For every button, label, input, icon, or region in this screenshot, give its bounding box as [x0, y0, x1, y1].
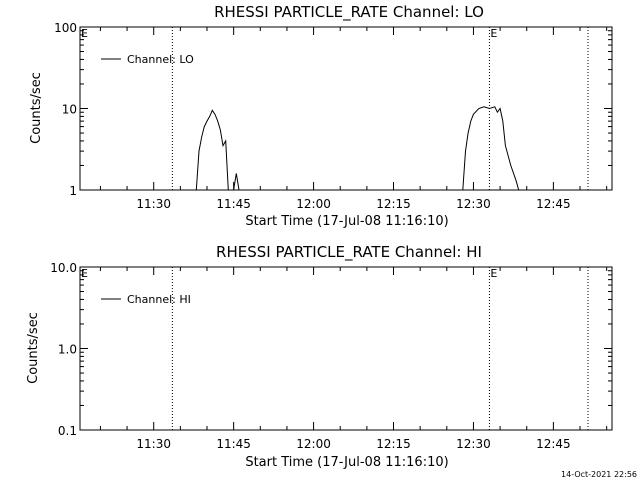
chart-hi-xlabel: Start Time (17-Jul-08 11:16:10) — [245, 455, 448, 470]
chart-lo-series-line — [195, 109, 229, 191]
chart-lo-xlabel: Start Time (17-Jul-08 11:16:10) — [245, 214, 448, 229]
chart-lo-panel: RHESSI PARTICLE_RATE Channel: LO Counts/… — [29, 3, 484, 229]
chart-lo-ytick-label: 10 — [62, 103, 77, 117]
chart-hi-ytick-label: 1.0 — [58, 343, 77, 357]
chart-hi-xtick-label: 11:45 — [216, 437, 251, 451]
chart-hi-xtick-label: 12:45 — [536, 437, 571, 451]
chart-lo-xtick-label: 12:15 — [376, 197, 411, 211]
chart-lo-xtick-label: 11:45 — [216, 197, 251, 211]
chart-hi-xtick-label: 12:15 — [376, 437, 411, 451]
chart-hi-legend-label: Channel: HI — [127, 293, 191, 306]
footer-timestamp: 14-Oct-2021 22:56 — [561, 470, 637, 479]
chart-lo-ytick-label: 1 — [69, 184, 77, 198]
chart-hi-ytick-label: 10.0 — [50, 261, 77, 275]
chart-lo-series-line — [233, 173, 240, 191]
chart-hi-marker-label: E — [81, 267, 88, 280]
chart-hi-title: RHESSI PARTICLE_RATE Channel: HI — [216, 243, 482, 262]
chart-hi-marker-label: E — [490, 267, 497, 280]
chart-lo-marker-label: E — [490, 27, 497, 40]
chart-lo-ylabel: Counts/sec — [29, 72, 44, 144]
chart-lo-title: RHESSI PARTICLE_RATE Channel: LO — [214, 3, 484, 22]
chart-lo-legend-label: Channel: LO — [127, 53, 194, 66]
chart-hi-xtick-label: 12:30 — [456, 437, 491, 451]
chart-lo-xtick-label: 12:30 — [456, 197, 491, 211]
chart-lo-series-line — [462, 106, 520, 191]
chart-lo-marker-label: E — [81, 27, 88, 40]
chart-hi-panel: RHESSI PARTICLE_RATE Channel: HI Counts/… — [26, 243, 482, 470]
chart-hi-xtick-label: 12:00 — [296, 437, 331, 451]
chart-hi-ylabel: Counts/sec — [26, 312, 41, 384]
chart-hi-ytick-label: 0.1 — [58, 424, 77, 438]
chart-hi-xtick-label: 11:30 — [136, 437, 171, 451]
chart-lo-xtick-label: 12:45 — [536, 197, 571, 211]
chart-lo-ytick-label: 100 — [54, 21, 77, 35]
chart-lo-xtick-label: 12:00 — [296, 197, 331, 211]
chart-lo-xtick-label: 11:30 — [136, 197, 171, 211]
